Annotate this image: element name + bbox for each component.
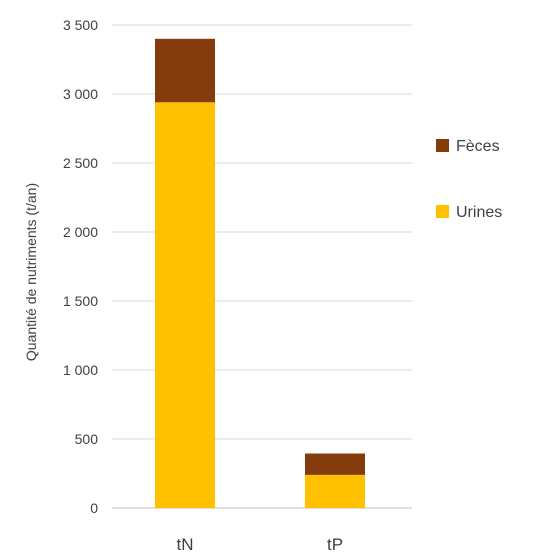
legend: Fèces Urines <box>436 138 502 221</box>
legend-label: Urines <box>456 204 502 221</box>
bar-segment-urines-tp <box>305 474 365 508</box>
bar-segment-fces-tn <box>155 38 215 103</box>
legend-swatch <box>436 205 449 218</box>
bars <box>155 38 365 508</box>
x-category-label: tN <box>177 535 194 554</box>
y-axis-tick-labels: 0 500 1 000 1 500 2 000 2 500 3 000 3 500 <box>63 17 98 516</box>
bar-segment-urines-tn <box>155 102 215 508</box>
y-axis-title: Quantité de nutriments (t/an) <box>23 183 39 361</box>
legend-label: Fèces <box>456 138 500 155</box>
y-tick-label: 2 000 <box>63 224 98 240</box>
y-tick-label: 1 500 <box>63 293 98 309</box>
y-tick-label: 0 <box>90 500 98 516</box>
x-axis-category-labels: tN tP <box>177 535 344 554</box>
bar-segment-fces-tp <box>305 453 365 475</box>
x-category-label: tP <box>327 535 343 554</box>
y-tick-label: 2 500 <box>63 155 98 171</box>
y-tick-label: 3 500 <box>63 17 98 33</box>
y-tick-label: 3 000 <box>63 86 98 102</box>
legend-swatch <box>436 139 449 152</box>
y-tick-label: 1 000 <box>63 362 98 378</box>
y-tick-label: 500 <box>75 431 99 447</box>
